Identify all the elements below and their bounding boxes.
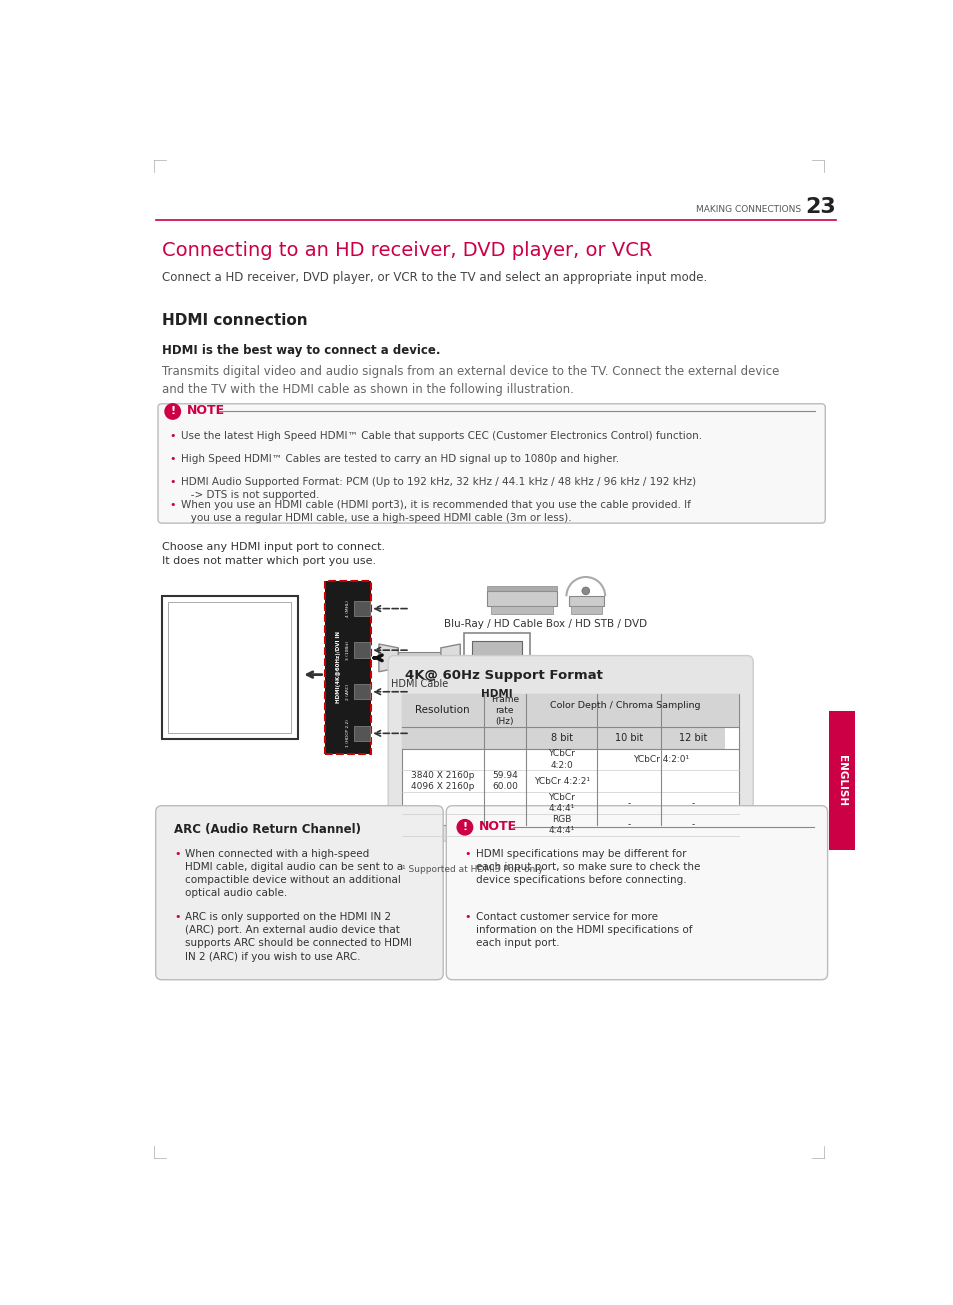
Text: •: •	[170, 431, 175, 441]
Text: When connected with a high-speed
HDMI cable, digital audio can be sent to a
comp: When connected with a high-speed HDMI ca…	[185, 848, 403, 898]
Bar	[402, 727, 525, 749]
Text: YCbCr 4:2:0¹: YCbCr 4:2:0¹	[632, 756, 688, 763]
Text: ENGLISH: ENGLISH	[836, 754, 846, 806]
Text: •: •	[174, 912, 180, 921]
Text: 10 bit: 10 bit	[615, 732, 642, 743]
Polygon shape	[440, 643, 459, 672]
Text: HDMI Cable: HDMI Cable	[390, 680, 447, 689]
Text: YCbCr 4:2:2¹: YCbCr 4:2:2¹	[534, 776, 589, 786]
Text: RGB
4:4:4¹: RGB 4:4:4¹	[548, 814, 575, 835]
Text: -: -	[690, 821, 694, 830]
Text: 3 (10Bit): 3 (10Bit)	[346, 641, 350, 659]
Text: High Speed HDMI™ Cables are tested to carry an HD signal up to 1080p and higher.: High Speed HDMI™ Cables are tested to ca…	[181, 454, 618, 463]
Text: •: •	[170, 476, 175, 487]
Text: 2 (ARC): 2 (ARC)	[346, 684, 350, 699]
Text: -: -	[627, 799, 630, 808]
Text: HDMI Audio Supported Format: PCM (Up to 192 kHz, 32 kHz / 44.1 kHz / 48 kHz / 96: HDMI Audio Supported Format: PCM (Up to …	[181, 476, 696, 500]
Text: !: !	[462, 822, 467, 833]
Text: Connecting to an HD receiver, DVD player, or VCR: Connecting to an HD receiver, DVD player…	[162, 241, 652, 260]
Text: 59.94
60.00: 59.94 60.00	[492, 771, 517, 791]
Text: ARC (Audio Return Channel): ARC (Audio Return Channel)	[173, 823, 360, 837]
Text: HDMI is the best way to connect a device.: HDMI is the best way to connect a device…	[162, 343, 440, 356]
FancyBboxPatch shape	[158, 403, 824, 523]
Text: ¹ Supported at HDMI3 Port only: ¹ Supported at HDMI3 Port only	[402, 865, 543, 874]
Bar	[354, 642, 369, 658]
FancyBboxPatch shape	[464, 633, 530, 683]
Text: 4K@ 60Hz Support Format: 4K@ 60Hz Support Format	[405, 669, 602, 683]
Circle shape	[456, 820, 472, 835]
Bar	[354, 600, 369, 616]
Text: •: •	[170, 454, 175, 463]
FancyBboxPatch shape	[324, 581, 371, 754]
Text: Resolution: Resolution	[416, 706, 470, 715]
Text: 12 bit: 12 bit	[678, 732, 706, 743]
Bar	[354, 684, 369, 699]
Text: When you use an HDMI cable (HDMI port3), it is recommended that you use the cabl: When you use an HDMI cable (HDMI port3),…	[181, 500, 690, 523]
Text: 8 bit: 8 bit	[550, 732, 572, 743]
Text: -: -	[627, 821, 630, 830]
FancyBboxPatch shape	[155, 805, 443, 980]
Bar	[525, 727, 723, 749]
Bar	[568, 595, 604, 607]
Text: 4 (MHL): 4 (MHL)	[346, 600, 350, 617]
Text: •: •	[170, 500, 175, 510]
Text: •: •	[174, 848, 180, 859]
Text: •: •	[464, 848, 471, 859]
Bar	[472, 641, 521, 675]
Text: HDMI(4K@60Hz)/DVI IN: HDMI(4K@60Hz)/DVI IN	[335, 632, 341, 703]
Circle shape	[581, 587, 589, 595]
Text: Use the latest High Speed HDMI™ Cable that supports CEC (Customer Electronics Co: Use the latest High Speed HDMI™ Cable th…	[181, 431, 701, 441]
Polygon shape	[378, 643, 397, 672]
Bar	[397, 652, 440, 663]
Text: !: !	[170, 406, 175, 416]
Text: Transmits digital video and audio signals from an external device to the TV. Con: Transmits digital video and audio signal…	[162, 365, 779, 397]
Text: YCbCr
4:4:4¹: YCbCr 4:4:4¹	[548, 793, 575, 813]
Text: NOTE: NOTE	[478, 820, 517, 833]
Bar	[487, 591, 557, 607]
Text: MAKING CONNECTIONS: MAKING CONNECTIONS	[696, 205, 801, 214]
Text: Contact customer service for more
information on the HDMI specifications of
each: Contact customer service for more inform…	[476, 912, 692, 949]
Text: Frame
rate
(Hz): Frame rate (Hz)	[490, 694, 518, 726]
Text: Connect a HD receiver, DVD player, or VCR to the TV and select an appropriate in: Connect a HD receiver, DVD player, or VC…	[162, 270, 706, 283]
Text: HDMI: HDMI	[480, 689, 513, 698]
Text: YCbCr
4:2:0: YCbCr 4:2:0	[548, 749, 575, 770]
Text: ARC is only supported on the HDMI IN 2
(ARC) port. An external audio device that: ARC is only supported on the HDMI IN 2 (…	[185, 912, 412, 962]
FancyBboxPatch shape	[828, 711, 854, 850]
Circle shape	[165, 403, 180, 419]
Bar	[571, 607, 601, 613]
FancyBboxPatch shape	[446, 805, 827, 980]
Bar	[487, 586, 557, 591]
Text: •: •	[464, 912, 471, 921]
Text: Color Depth / Chroma Sampling: Color Depth / Chroma Sampling	[550, 701, 700, 710]
Text: HDMI connection: HDMI connection	[162, 313, 307, 328]
Bar	[402, 694, 739, 727]
Text: -: -	[690, 799, 694, 808]
Text: 23: 23	[805, 197, 836, 218]
Bar	[354, 726, 369, 741]
Text: Choose any HDMI input port to connect.
It does not matter which port you use.: Choose any HDMI input port to connect. I…	[162, 543, 385, 566]
Text: NOTE: NOTE	[187, 405, 225, 418]
Bar	[491, 607, 553, 613]
Text: 3840 X 2160p
4096 X 2160p: 3840 X 2160p 4096 X 2160p	[411, 771, 474, 791]
FancyBboxPatch shape	[388, 655, 753, 842]
Text: 1 (HDCP 2.2): 1 (HDCP 2.2)	[346, 719, 350, 748]
Bar	[402, 694, 739, 825]
Text: Blu-Ray / HD Cable Box / HD STB / DVD: Blu-Ray / HD Cable Box / HD STB / DVD	[443, 620, 646, 629]
Bar	[168, 603, 291, 732]
Text: HDMI specifications may be different for
each input port, so make sure to check : HDMI specifications may be different for…	[476, 848, 700, 885]
Bar	[162, 596, 297, 739]
